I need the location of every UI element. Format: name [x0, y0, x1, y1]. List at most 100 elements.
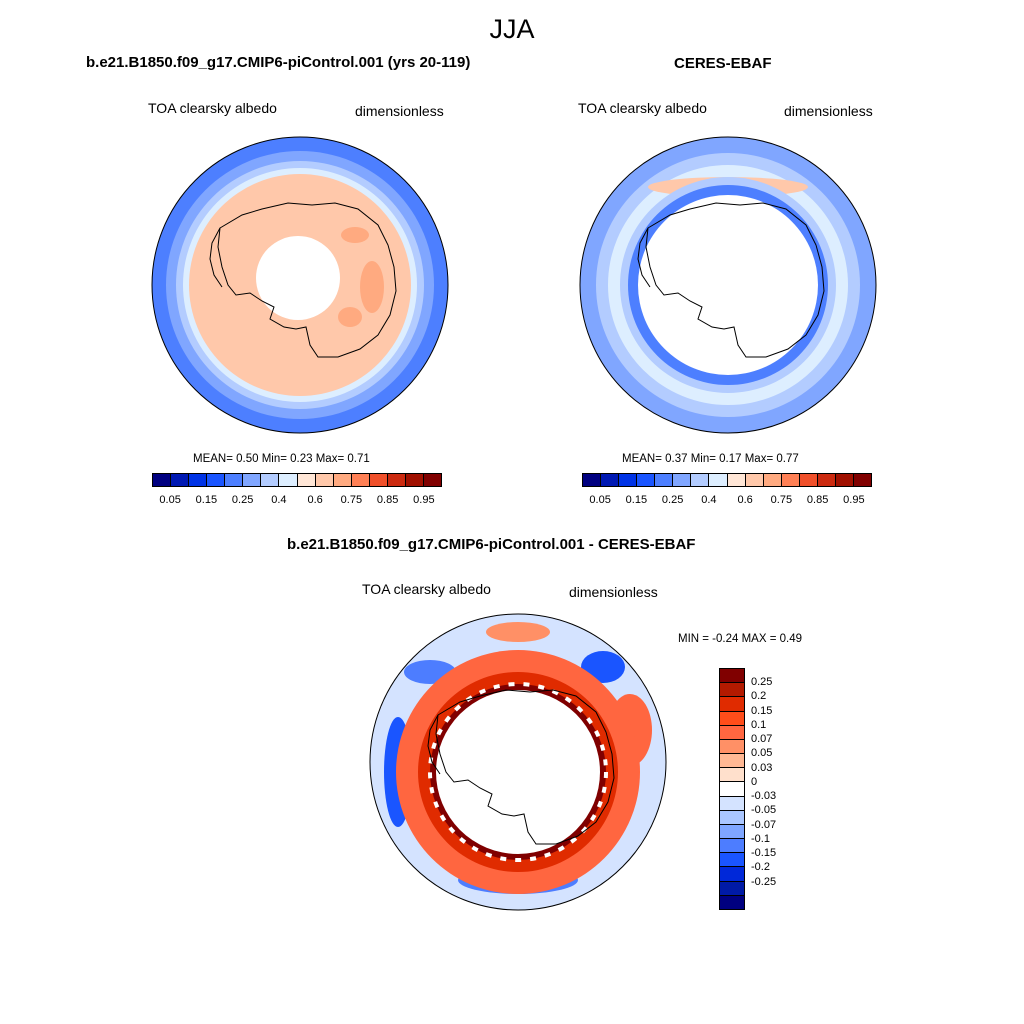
colorbar-swatch-2 [619, 474, 638, 486]
colorbar-swatch-8 [297, 474, 316, 486]
colorbar-tick-label: 0.25 [231, 494, 254, 506]
panel3-negative-patch-ne [581, 651, 625, 683]
colorbar-swatch-10 [333, 474, 352, 486]
colorbar-swatch-4 [225, 474, 244, 486]
panel1-stats: MEAN= 0.50 Min= 0.23 Max= 0.71 [193, 453, 370, 465]
panel1-antarctica-outline [217, 202, 397, 358]
colorbar-tick-label: 0.6 [737, 494, 753, 506]
colorbar-swatch-12 [720, 839, 744, 854]
colorbar-tick-label: 0.07 [751, 733, 773, 746]
colorbar-swatch-15 [853, 474, 871, 486]
colorbar-tick-label: 0.95 [413, 494, 435, 506]
colorbar-swatch-9 [315, 474, 334, 486]
colorbar-swatch-7 [720, 768, 744, 783]
colorbar-swatch-6 [691, 474, 710, 486]
colorbar-swatch-6 [720, 754, 744, 769]
colorbar-tick-label: -0.05 [751, 804, 777, 817]
colorbar-swatch-8 [720, 782, 744, 797]
colorbar-swatch-11 [720, 824, 744, 840]
colorbar-swatch-7 [709, 474, 728, 486]
colorbar-tick-label: -0.1 [751, 832, 770, 845]
colorbar-tick-label: 0.85 [376, 494, 399, 506]
colorbar-swatch-14 [835, 474, 854, 486]
colorbar-swatch-1 [720, 683, 744, 698]
colorbar-swatch-15 [423, 474, 441, 486]
colorbar-swatch-12 [369, 474, 388, 486]
colorbar-tick-label: -0.25 [751, 875, 777, 888]
colorbar-tick-label: 0.2 [751, 690, 767, 703]
colorbar-tick-label: -0.03 [751, 790, 777, 803]
colorbar-swatch-5 [720, 739, 744, 755]
colorbar-tick-label: 0.25 [751, 676, 773, 689]
panel3-missing-data-dashes [428, 682, 608, 862]
panel3-title: b.e21.B1850.f09_g17.CMIP6-piControl.001 … [287, 536, 696, 553]
colorbar-swatch-4 [720, 725, 744, 740]
colorbar-swatch-7 [279, 474, 298, 486]
colorbar-tick-label: 0.75 [340, 494, 363, 506]
panel1-colorbar-ticks: 0.05 0.15 0.25 0.4 0.6 0.75 0.85 0.95 [152, 494, 442, 508]
panel1-title: b.e21.B1850.f09_g17.CMIP6-piControl.001 … [86, 54, 471, 71]
colorbar-tick-label: -0.07 [751, 818, 777, 831]
panel2-colorbar [582, 473, 872, 487]
colorbar-swatch-10 [720, 810, 744, 825]
colorbar-swatch-2 [189, 474, 208, 486]
panel2-colorbar-ticks: 0.05 0.15 0.25 0.4 0.6 0.75 0.85 0.95 [582, 494, 872, 508]
colorbar-swatch-0 [153, 474, 172, 486]
panel2-polar-hole [638, 195, 818, 375]
colorbar-swatch-3 [207, 474, 226, 486]
colorbar-tick-label: 0.4 [271, 494, 287, 506]
panel2-peninsula-outline [637, 227, 651, 288]
panel3-polar-hole [436, 690, 600, 854]
panel1-map-border [151, 136, 449, 434]
panel2-map-border [579, 136, 877, 434]
panel3-colorbar [719, 668, 745, 910]
panel3-polar-map [369, 613, 667, 911]
panel3-antarctica-outline [435, 689, 615, 845]
colorbar-tick-label: 0.1 [751, 718, 767, 731]
panel3-peninsula-outline [427, 714, 441, 775]
colorbar-swatch-9 [720, 796, 744, 811]
colorbar-swatch-2 [720, 697, 744, 712]
colorbar-swatch-13 [387, 474, 406, 486]
colorbar-swatch-3 [720, 711, 744, 726]
colorbar-tick-label: 0.85 [806, 494, 829, 506]
colorbar-swatch-11 [781, 474, 800, 486]
panel1-high-patch-south [338, 307, 362, 327]
colorbar-swatch-14 [405, 474, 424, 486]
colorbar-swatch-1 [171, 474, 190, 486]
colorbar-tick-label: 0.25 [661, 494, 684, 506]
colorbar-tick-label: 0.05 [589, 494, 611, 506]
colorbar-swatch-5 [243, 474, 262, 486]
colorbar-tick-label: 0.6 [307, 494, 323, 506]
colorbar-swatch-14 [720, 867, 744, 882]
colorbar-swatch-1 [601, 474, 620, 486]
colorbar-swatch-6 [261, 474, 280, 486]
colorbar-swatch-9 [745, 474, 764, 486]
panel2-variable-label: TOA clearsky albedo [578, 100, 707, 116]
panel3-units-label: dimensionless [569, 584, 658, 600]
panel1-units-label: dimensionless [355, 103, 444, 119]
colorbar-tick-label: 0.05 [159, 494, 181, 506]
colorbar-tick-label: -0.15 [751, 847, 777, 860]
panel3-stats: MIN = -0.24 MAX = 0.49 [678, 633, 803, 645]
colorbar-swatch-16 [720, 895, 744, 909]
colorbar-swatch-13 [817, 474, 836, 486]
colorbar-swatch-4 [655, 474, 674, 486]
panel3-positive-patch-north [486, 622, 550, 642]
panel3-variable-label: TOA clearsky albedo [362, 581, 491, 597]
panel1-high-patch-north [341, 227, 369, 243]
panel3-colorbar-ticks: 0.25 0.2 0.15 0.1 0.07 0.05 0.03 0 -0.03 -0.05 -0.… [751, 668, 811, 910]
colorbar-tick-label: 0.15 [751, 704, 773, 717]
colorbar-tick-label: 0.05 [751, 747, 773, 760]
colorbar-tick-label: 0.03 [751, 761, 773, 774]
colorbar-tick-label: 0.95 [843, 494, 865, 506]
colorbar-tick-label: 0.75 [770, 494, 793, 506]
panel1-peninsula-outline [209, 227, 223, 288]
colorbar-tick-label: 0.15 [195, 494, 218, 506]
colorbar-swatch-0 [583, 474, 602, 486]
panel1-colorbar [152, 473, 442, 487]
colorbar-tick-label: -0.2 [751, 861, 770, 874]
colorbar-swatch-5 [673, 474, 692, 486]
colorbar-swatch-0 [720, 669, 744, 684]
colorbar-tick-label: 0.15 [625, 494, 648, 506]
